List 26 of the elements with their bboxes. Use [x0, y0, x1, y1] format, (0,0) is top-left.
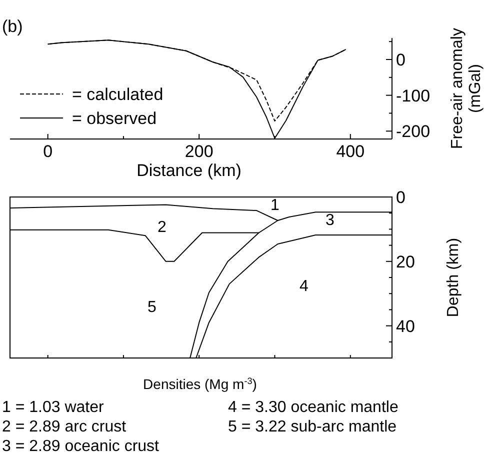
text: 3 = 2.89 oceanic crust [2, 438, 160, 455]
y-tick-label: -100 [396, 86, 430, 106]
annotation: 2 [158, 219, 167, 236]
text: 4 = 3.30 oceanic mantle [228, 399, 398, 416]
y-tick-label: 20 [396, 252, 415, 272]
y-tick-label: 0 [396, 188, 406, 207]
y-axis-title: Depth (km) [445, 238, 462, 318]
annotation: 3 [326, 212, 335, 229]
annotation: 1 [270, 197, 280, 214]
y-axis-title: Free-air anomaly (mGal) [449, 28, 484, 149]
y-tick-label: 0 [396, 50, 406, 70]
y-tick-label: 40 [396, 316, 415, 336]
x-tick-label: 400 [336, 142, 365, 161]
x-tick-label: 0 [43, 142, 53, 161]
x-axis-title: Distance (km) [136, 161, 242, 180]
legend-label: = calculated [72, 85, 164, 104]
annotation: 4 [300, 278, 309, 295]
text: 1 = 1.03 water [2, 399, 105, 416]
text: Densities (Mg m$^{-3}$) [143, 376, 257, 392]
text: 2 = 2.89 arc crust [2, 418, 127, 436]
text: 5 = 3.22 sub-arc mantle [228, 418, 397, 436]
x-tick-label: 200 [184, 142, 214, 161]
y-tick-label: -200 [396, 122, 430, 142]
legend-label: = observed [72, 109, 157, 128]
chart-title: (b) [2, 17, 23, 36]
annotation: 5 [148, 299, 157, 316]
